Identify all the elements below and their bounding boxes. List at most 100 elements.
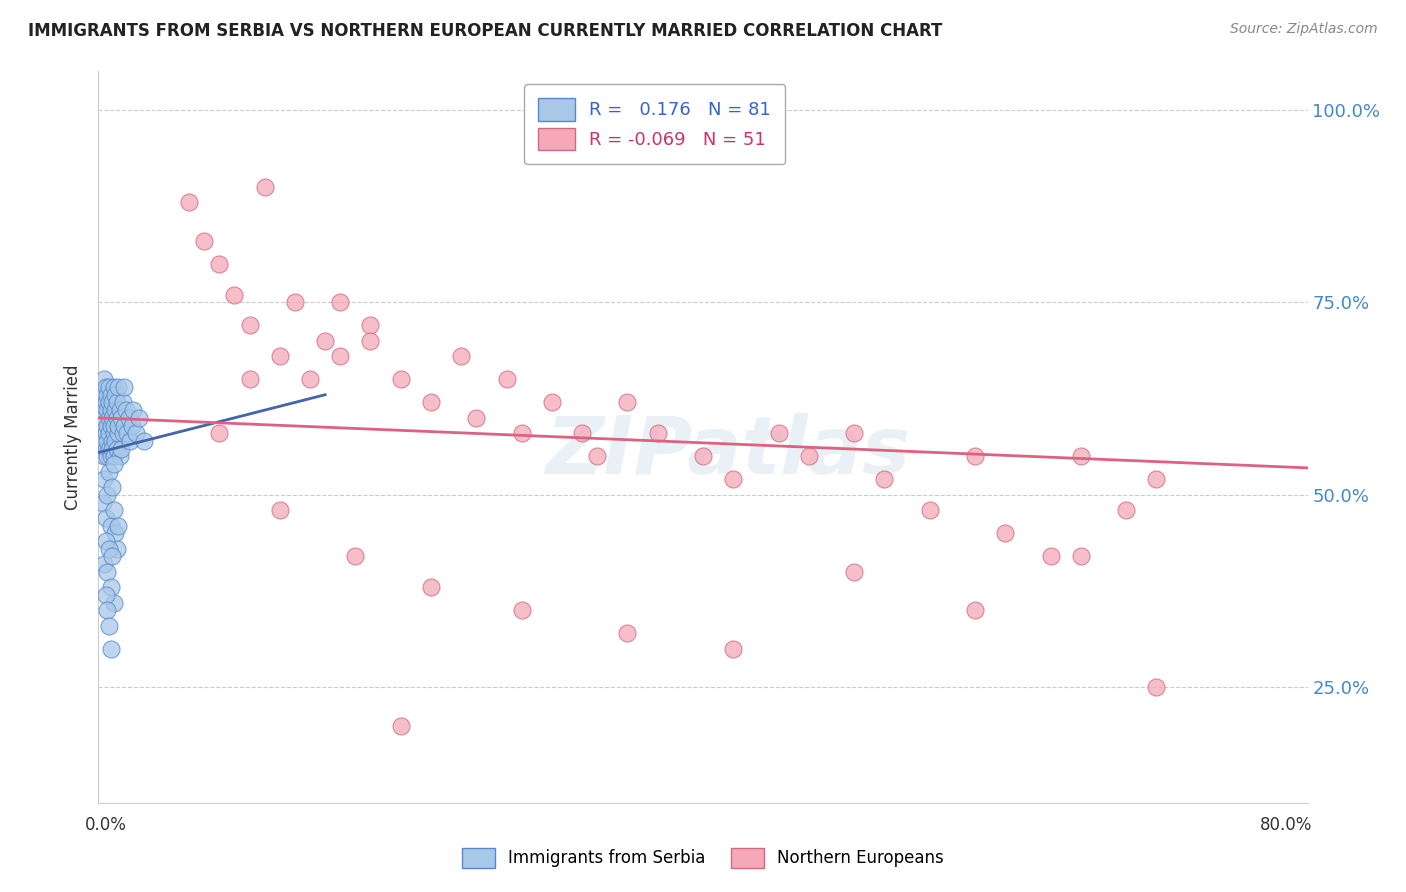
Point [994, 526, 1017, 541]
Point [94, 380, 117, 394]
Point [329, 349, 352, 363]
Point [510, 603, 533, 617]
Point [98, 426, 121, 441]
Point [94, 395, 117, 409]
Point [93, 472, 115, 486]
Point [101, 434, 124, 448]
Point [918, 503, 941, 517]
Point [94, 511, 117, 525]
Point [94, 426, 117, 441]
Point [647, 426, 669, 441]
Point [253, 179, 276, 194]
Point [540, 395, 562, 409]
Point [510, 426, 533, 441]
Point [96, 488, 118, 502]
Point [103, 457, 125, 471]
Point [111, 426, 134, 441]
Point [96, 450, 118, 464]
Point [112, 418, 135, 433]
Point [329, 295, 352, 310]
Point [100, 518, 122, 533]
Point [98, 380, 121, 394]
Point [101, 442, 124, 456]
Point [114, 403, 136, 417]
Point [96, 434, 118, 448]
Point [107, 380, 129, 394]
Point [101, 549, 124, 564]
Point [420, 580, 443, 594]
Point [1115, 503, 1137, 517]
Legend: R =   0.176   N = 81, R = -0.069   N = 51: R = 0.176 N = 81, R = -0.069 N = 51 [524, 84, 785, 164]
Point [103, 418, 125, 433]
Text: Source: ZipAtlas.com: Source: ZipAtlas.com [1230, 22, 1378, 37]
Point [723, 472, 745, 486]
Point [1144, 472, 1167, 486]
Point [93, 450, 115, 464]
Point [96, 565, 118, 579]
Point [844, 565, 866, 579]
Point [450, 349, 472, 363]
Point [91, 434, 114, 448]
Point [965, 450, 987, 464]
Point [112, 380, 135, 394]
Point [122, 403, 145, 417]
Text: 80.0%: 80.0% [1260, 816, 1313, 834]
Point [224, 287, 246, 301]
Point [100, 641, 122, 656]
Point [239, 318, 262, 333]
Point [120, 434, 142, 448]
Point [844, 426, 866, 441]
Point [118, 410, 141, 425]
Point [495, 372, 517, 386]
Point [107, 426, 129, 441]
Point [239, 372, 262, 386]
Point [98, 541, 121, 556]
Point [128, 410, 150, 425]
Point [94, 442, 117, 456]
Point [110, 410, 132, 425]
Point [616, 395, 638, 409]
Point [420, 395, 443, 409]
Point [873, 472, 896, 486]
Point [1070, 549, 1092, 564]
Point [360, 318, 382, 333]
Point [616, 626, 638, 640]
Point [105, 442, 128, 456]
Legend: Immigrants from Serbia, Northern Europeans: Immigrants from Serbia, Northern Europea… [456, 841, 950, 875]
Point [98, 395, 121, 409]
Point [1144, 681, 1167, 695]
Point [103, 450, 125, 464]
Point [93, 372, 115, 386]
Point [101, 480, 124, 494]
Point [107, 518, 129, 533]
Point [105, 541, 128, 556]
Point [104, 388, 127, 402]
Point [121, 418, 143, 433]
Point [98, 465, 121, 479]
Point [586, 450, 609, 464]
Text: ZIPatlas: ZIPatlas [544, 413, 910, 491]
Point [193, 234, 215, 248]
Point [108, 403, 131, 417]
Point [98, 442, 121, 456]
Point [389, 719, 412, 733]
Point [100, 450, 122, 464]
Point [132, 434, 155, 448]
Point [96, 388, 118, 402]
Point [1070, 450, 1092, 464]
Point [104, 526, 127, 541]
Point [299, 372, 322, 386]
Point [94, 588, 117, 602]
Point [571, 426, 593, 441]
Point [965, 603, 987, 617]
Point [91, 495, 114, 509]
Point [284, 295, 307, 310]
Y-axis label: Currently Married: Currently Married [65, 364, 83, 510]
Point [93, 557, 115, 571]
Point [107, 418, 129, 433]
Point [179, 195, 201, 210]
Text: 0.0%: 0.0% [84, 816, 127, 834]
Point [90, 403, 112, 417]
Point [100, 388, 122, 402]
Point [389, 372, 412, 386]
